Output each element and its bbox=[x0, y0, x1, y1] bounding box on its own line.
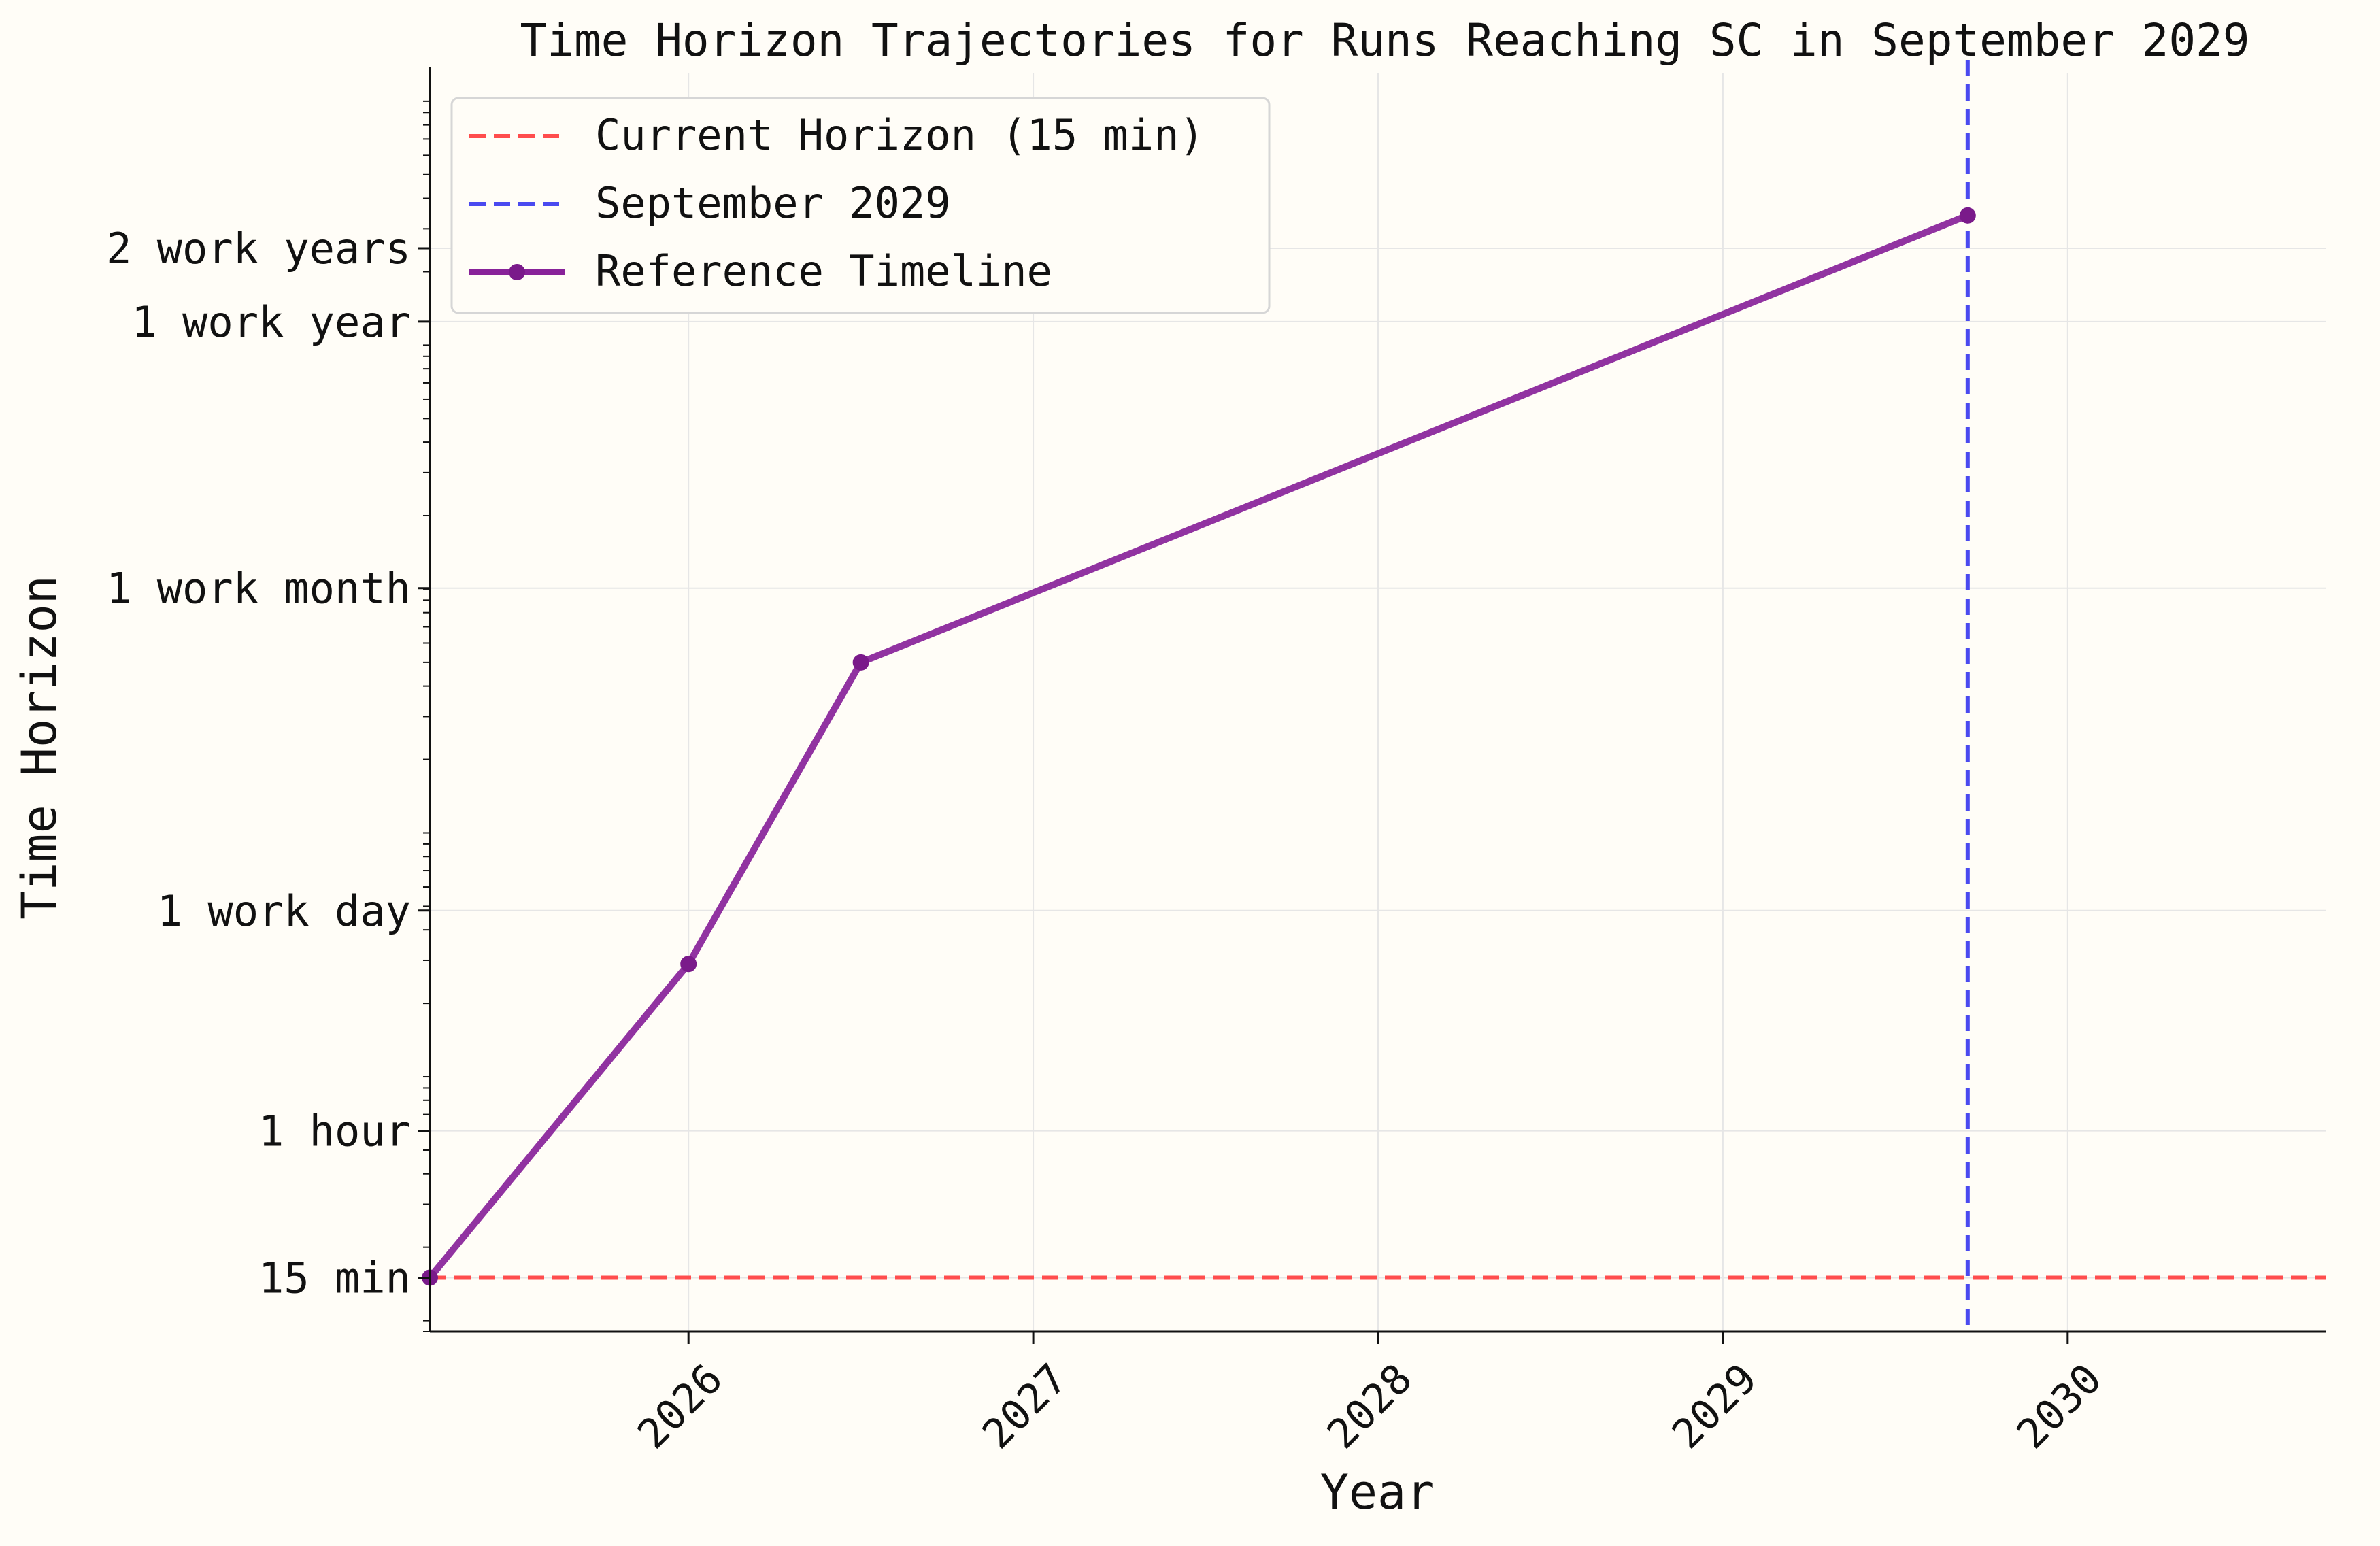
chart-title: Time Horizon Trajectories for Runs Reach… bbox=[520, 14, 2249, 67]
series-lines bbox=[422, 207, 1976, 1286]
y-tick-label: 1 hour bbox=[258, 1107, 411, 1156]
reference-timeline-line bbox=[427, 212, 1969, 1280]
legend-marker bbox=[509, 264, 525, 280]
y-tick-label: 2 work years bbox=[106, 224, 411, 273]
y-tick-label: 1 work month bbox=[106, 564, 411, 614]
reference-lines bbox=[430, 60, 2326, 1332]
axes bbox=[418, 67, 2326, 1344]
y-tick-label: 15 min bbox=[258, 1253, 411, 1303]
legend-label: Current Horizon (15 min) bbox=[595, 110, 1205, 160]
reference-timeline-point bbox=[680, 956, 697, 973]
grid bbox=[430, 73, 2326, 1332]
legend-label: September 2029 bbox=[595, 178, 951, 228]
reference-timeline-point bbox=[852, 654, 869, 671]
legend-label: Reference Timeline bbox=[595, 246, 1052, 296]
y-tick-label: 1 work year bbox=[131, 297, 411, 347]
legend-box bbox=[450, 97, 1271, 314]
x-axis-label: Year bbox=[1320, 1464, 1435, 1520]
reference-timeline-point bbox=[1959, 207, 1976, 224]
y-axis-label: Time Horizon bbox=[12, 575, 67, 920]
y-tick-label: 1 work day bbox=[157, 886, 411, 936]
legend: Current Horizon (15 min) September 2029 Re… bbox=[450, 97, 1271, 314]
